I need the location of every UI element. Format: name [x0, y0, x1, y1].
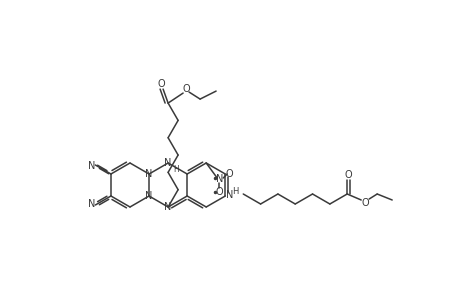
Text: N: N	[164, 158, 171, 168]
Text: O: O	[344, 170, 351, 180]
Text: O: O	[225, 169, 233, 179]
Text: N: N	[145, 191, 152, 201]
Text: H: H	[173, 164, 179, 173]
Text: N: N	[164, 202, 171, 212]
Text: N: N	[225, 190, 232, 200]
Text: N: N	[88, 199, 95, 209]
Text: O: O	[361, 198, 368, 208]
Text: N: N	[145, 169, 152, 179]
Text: N: N	[88, 161, 95, 171]
Text: O: O	[215, 187, 223, 197]
Text: H: H	[232, 187, 238, 196]
Text: O: O	[182, 84, 190, 94]
Text: O: O	[157, 79, 165, 89]
Text: N: N	[215, 174, 223, 184]
